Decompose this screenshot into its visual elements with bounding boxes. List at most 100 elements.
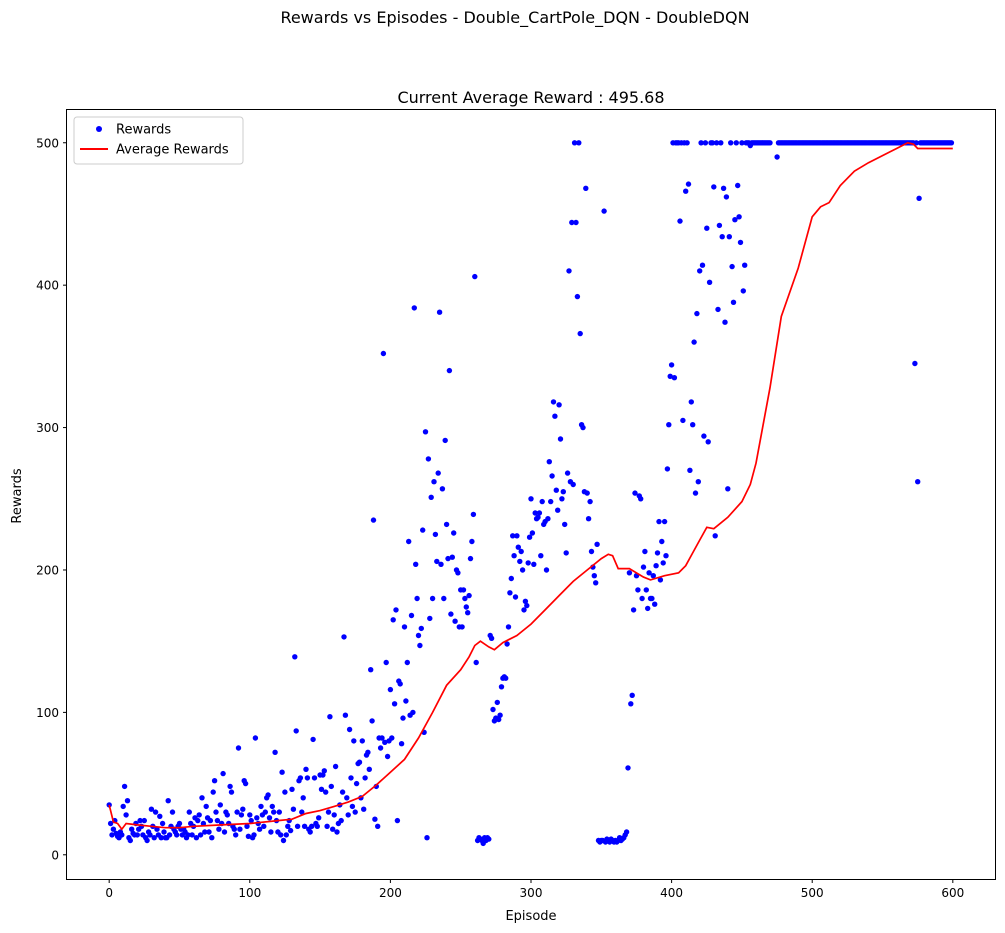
reward-point [463, 604, 469, 610]
legend: Rewards Average Rewards [73, 116, 244, 165]
reward-point [290, 806, 297, 812]
reward-point [628, 701, 634, 707]
reward-point [158, 835, 164, 841]
reward-point [248, 817, 254, 824]
reward-point [733, 140, 739, 146]
reward-point [715, 306, 721, 313]
reward-point [344, 795, 350, 801]
reward-point [193, 835, 200, 841]
reward-point [652, 601, 658, 607]
reward-point [411, 305, 417, 311]
reward-point [120, 803, 126, 810]
reward-point [660, 560, 666, 566]
reward-point [368, 667, 374, 673]
reward-point [497, 712, 503, 718]
reward-point [293, 728, 299, 734]
reward-point [418, 625, 424, 632]
reward-point [719, 234, 725, 240]
reward-point [573, 219, 579, 226]
reward-point [472, 273, 478, 280]
reward-point [327, 714, 333, 720]
reward-point [549, 473, 555, 479]
reward-point [687, 467, 693, 473]
reward-point [587, 498, 593, 505]
reward-point [699, 262, 706, 268]
legend-rewards-label: Rewards [116, 123, 171, 138]
reward-point [467, 555, 474, 562]
reward-point [202, 829, 208, 835]
reward-point [688, 399, 694, 405]
reward-point [425, 456, 432, 462]
rewards-points [106, 140, 955, 847]
reward-point [913, 140, 919, 146]
reward-point [252, 735, 259, 741]
reward-point [512, 594, 519, 600]
reward-point [196, 812, 202, 818]
reward-point [469, 538, 475, 545]
reward-point [723, 194, 730, 200]
reward-point [348, 775, 354, 781]
reward-point [566, 268, 572, 274]
reward-point [455, 570, 461, 576]
reward-point [213, 809, 219, 815]
reward-point [422, 429, 429, 435]
reward-point [664, 466, 671, 472]
reward-point [663, 553, 669, 559]
reward-point [152, 809, 159, 815]
reward-point [701, 433, 707, 439]
reward-point [318, 786, 325, 792]
x-tick-label: 500 [801, 886, 824, 900]
figure-title: Rewards vs Episodes - Double_CartPole_DQ… [280, 8, 749, 28]
reward-point [292, 654, 298, 660]
reward-point [352, 809, 358, 815]
reward-point [321, 768, 327, 774]
reward-point [712, 533, 718, 539]
reward-point [623, 829, 630, 835]
reward-point [356, 759, 363, 765]
reward-point [121, 783, 128, 790]
reward-point [555, 507, 561, 513]
reward-point [311, 775, 318, 781]
reward-point [656, 518, 662, 525]
reward-point [382, 739, 388, 745]
y-axis: 0 100 200 300 400 500 [36, 136, 67, 862]
reward-point [299, 809, 305, 815]
reward-point [435, 470, 441, 476]
reward-point [428, 494, 434, 500]
reward-point [404, 659, 410, 666]
reward-point [283, 832, 289, 838]
chart-title: Current Average Reward : 495.68 [397, 88, 664, 107]
reward-point [331, 812, 337, 818]
x-tick-label: 200 [379, 886, 402, 900]
reward-point [545, 516, 551, 522]
reward-point [539, 498, 545, 505]
reward-point [725, 486, 731, 492]
reward-point [594, 541, 600, 547]
y-tick-label: 500 [36, 136, 59, 150]
reward-point [584, 490, 590, 496]
reward-point [538, 553, 544, 559]
reward-point [510, 533, 516, 539]
reward-point [650, 573, 656, 579]
reward-point [529, 530, 536, 536]
reward-point [702, 140, 709, 146]
reward-point [556, 402, 562, 408]
reward-point [406, 538, 412, 545]
reward-point [694, 310, 700, 317]
reward-point [390, 617, 396, 623]
reward-point [728, 140, 734, 146]
reward-point [626, 570, 633, 576]
reward-point [233, 832, 239, 838]
y-tick-label: 400 [36, 279, 59, 293]
reward-point [563, 550, 569, 556]
reward-point [282, 789, 288, 795]
reward-point [449, 554, 455, 560]
reward-point [526, 534, 533, 540]
reward-point [237, 826, 243, 832]
reward-point [330, 826, 336, 832]
reward-point [515, 544, 521, 550]
reward-point [550, 399, 557, 405]
reward-point [593, 580, 599, 586]
reward-point [176, 820, 183, 827]
reward-point [742, 262, 748, 268]
